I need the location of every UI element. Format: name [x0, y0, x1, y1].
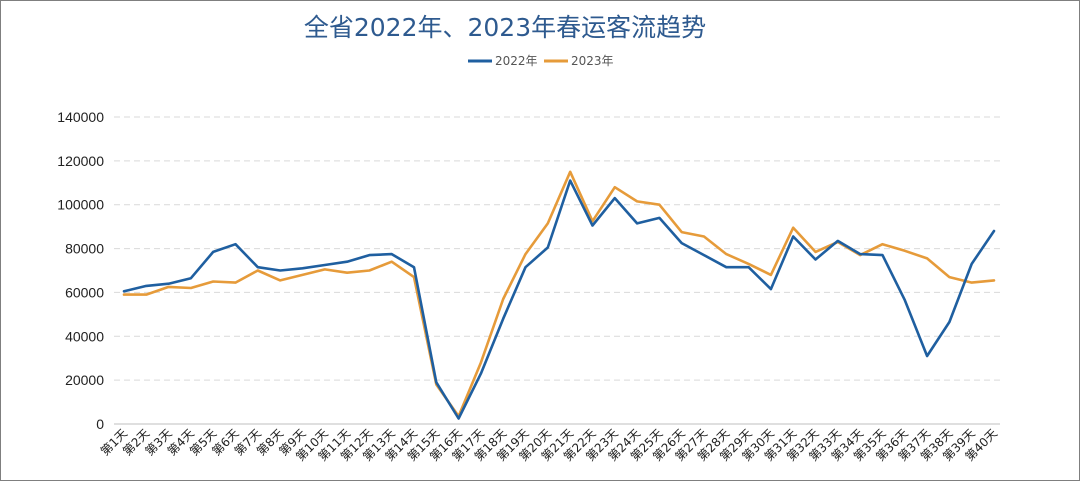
y-tick-label: 40000 — [65, 328, 104, 344]
chart-title: 全省2022年、2023年春运客流趋势 — [303, 13, 707, 42]
y-axis: 0 20000 40000 60000 80000 100000 120000 140000 — [57, 109, 104, 432]
series-lines — [122, 170, 996, 420]
series-line-2022年 — [122, 179, 996, 420]
y-tick-label: 20000 — [65, 372, 104, 388]
y-tick-label: 120000 — [57, 153, 104, 169]
y-tick-label: 0 — [96, 416, 104, 432]
x-axis: 第1天第2天第3天第4天第5天第6天第7天第8天第9天第10天第11天第12天第… — [98, 426, 1000, 464]
gridlines — [114, 116, 1000, 425]
y-tick-label: 140000 — [57, 109, 104, 125]
y-tick-label: 100000 — [57, 197, 104, 213]
series-line-2023年 — [122, 170, 996, 418]
y-tick-label: 60000 — [65, 284, 104, 300]
legend-label: 2023年 — [571, 54, 614, 68]
legend-label: 2022年 — [495, 54, 538, 68]
legend: 2022年 2023年 — [468, 54, 614, 68]
y-tick-label: 80000 — [65, 241, 104, 257]
